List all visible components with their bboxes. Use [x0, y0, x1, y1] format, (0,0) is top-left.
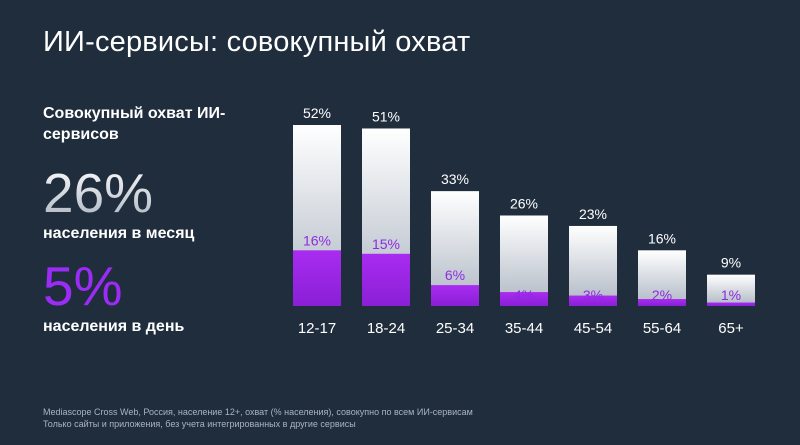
value-label-daily-12-17: 16% — [303, 232, 331, 248]
daily-reach-value: 5% — [43, 255, 123, 317]
value-label-monthly-65+: 9% — [721, 255, 741, 271]
footnote-line-1: Mediascope Cross Web, Россия, население … — [43, 407, 473, 417]
monthly-reach-caption: населения в месяц — [43, 225, 195, 242]
bar-monthly-55-64 — [638, 250, 686, 306]
page-title: ИИ-сервисы: совокупный охват — [43, 26, 471, 58]
daily-reach-caption: населения в день — [43, 318, 185, 335]
x-tick-label-65+: 65+ — [718, 320, 744, 337]
value-label-monthly-35-44: 26% — [510, 196, 538, 212]
x-tick-label-45-54: 45-54 — [574, 320, 612, 337]
value-label-monthly-18-24: 51% — [372, 108, 400, 124]
summary-label: Совокупный охват ИИ-сервисов — [43, 105, 226, 143]
value-label-monthly-45-54: 23% — [579, 206, 607, 222]
bar-monthly-45-54 — [569, 225, 617, 306]
value-label-daily-55-64: 2% — [652, 287, 672, 303]
footnote-line-2: Только сайты и приложения, без учета инт… — [43, 419, 356, 429]
value-label-monthly-12-17: 52% — [303, 105, 331, 121]
bar-daily-12-17 — [293, 250, 341, 306]
bar-daily-55-64 — [638, 299, 686, 306]
value-label-monthly-55-64: 16% — [648, 230, 676, 246]
bar-monthly-35-44 — [500, 215, 548, 306]
value-label-monthly-25-34: 33% — [441, 171, 469, 187]
value-label-daily-18-24: 15% — [372, 236, 400, 252]
x-tick-label-12-17: 12-17 — [298, 320, 336, 337]
footnote: Mediascope Cross Web, Россия, население … — [43, 406, 473, 430]
summary-panel: Совокупный охват ИИ-сервисов 26% населен… — [43, 0, 263, 445]
bar-daily-35-44 — [500, 292, 548, 306]
monthly-reach-value: 26% — [43, 162, 154, 224]
x-tick-label-18-24: 18-24 — [367, 320, 405, 337]
bar-daily-65+ — [707, 302, 755, 306]
bar-daily-18-24 — [362, 253, 410, 306]
bar-daily-45-54 — [569, 295, 617, 306]
value-label-daily-65+: 1% — [721, 287, 741, 303]
value-label-daily-25-34: 6% — [445, 267, 465, 283]
x-tick-label-55-64: 55-64 — [643, 320, 681, 337]
value-label-daily-35-44: 4% — [514, 287, 534, 303]
bar-monthly-65+ — [707, 274, 755, 306]
bars-group: 52% 16% 12-17 51% 15% 18-24 33% 6% 25-34 26% 4% 35-… — [293, 105, 755, 337]
x-tick-label-35-44: 35-44 — [505, 320, 543, 337]
value-label-daily-45-54: 3% — [583, 287, 603, 303]
x-tick-label-25-34: 25-34 — [436, 320, 474, 337]
bar-daily-25-34 — [431, 285, 479, 306]
